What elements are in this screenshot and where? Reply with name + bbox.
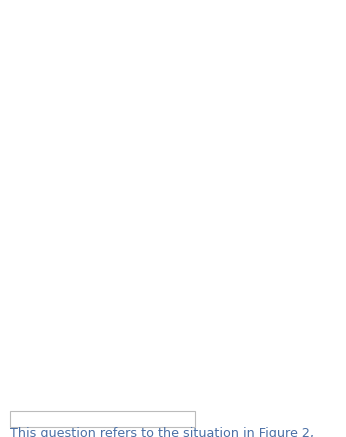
- Text: This question refers to the situation in Figure 2,: This question refers to the situation in…: [10, 427, 314, 437]
- Bar: [10, 411, 195, 427]
